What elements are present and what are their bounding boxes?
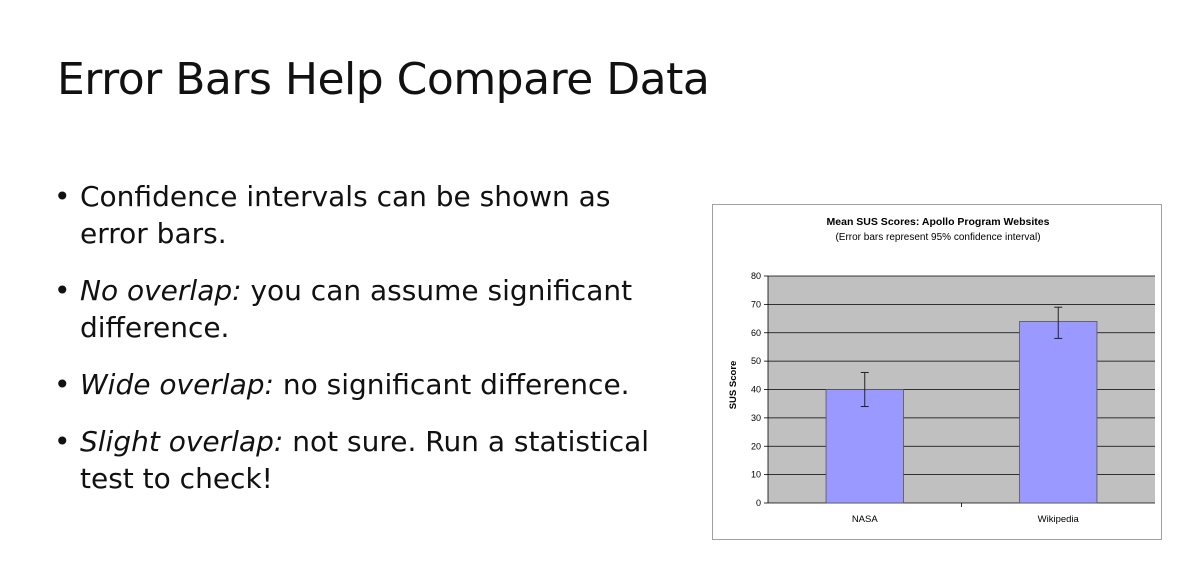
slide-title: Error Bars Help Compare Data	[57, 54, 710, 105]
y-tick-label: 0	[756, 498, 761, 508]
bullet-text: no significant difference.	[273, 368, 630, 401]
bullet-text: you can assume significant difference.	[80, 274, 633, 344]
y-axis-label: SUS Score	[728, 361, 739, 410]
y-tick-label: 10	[751, 470, 761, 480]
y-tick-label: 80	[751, 271, 761, 281]
x-tick-label: Wikipedia	[1038, 514, 1080, 525]
bullet-item: • Confidence intervals can be shown as er…	[54, 178, 664, 252]
x-tick-label: NASA	[852, 514, 879, 525]
chart-subtitle: (Error bars represent 95% confidence int…	[835, 232, 1040, 243]
y-tick-label: 30	[751, 413, 761, 423]
bullet-emphasis: Slight overlap:	[80, 425, 284, 458]
bar-wikipedia	[1019, 321, 1098, 504]
y-tick-label: 70	[751, 299, 761, 309]
bullet-dot: •	[54, 180, 71, 213]
y-tick-label: 60	[751, 328, 761, 338]
bullet-emphasis: Wide overlap:	[80, 368, 274, 401]
bar-chart: Mean SUS Scores: Apollo Program Websites…	[728, 216, 1155, 525]
bullet-list: • Confidence intervals can be shown as er…	[54, 178, 664, 517]
bullet-item: • No overlap: you can assume significant …	[54, 272, 664, 346]
bullet-dot: •	[54, 368, 71, 401]
chart-title: Mean SUS Scores: Apollo Program Websites	[827, 216, 1050, 228]
bullet-item: • Slight overlap: not sure. Run a statist…	[54, 423, 664, 497]
chart-frame: Mean SUS Scores: Apollo Program Websites…	[712, 204, 1162, 540]
y-tick-label: 40	[751, 385, 761, 395]
bullet-text: not sure. Run a statistical test to chec…	[80, 425, 650, 495]
y-tick-label: 50	[751, 356, 761, 366]
bullet-item: • Wide overlap: no significant difference…	[54, 366, 664, 403]
bullet-text: Confidence intervals can be shown as err…	[80, 180, 611, 250]
plot-area: 0 10 20 30 40 50 60 70 80 NASA Wikipedia	[751, 271, 1155, 525]
bullet-dot: •	[54, 425, 71, 458]
bullet-emphasis: No overlap:	[80, 274, 242, 307]
y-tick-label: 20	[751, 441, 761, 451]
bullet-dot: •	[54, 274, 71, 307]
